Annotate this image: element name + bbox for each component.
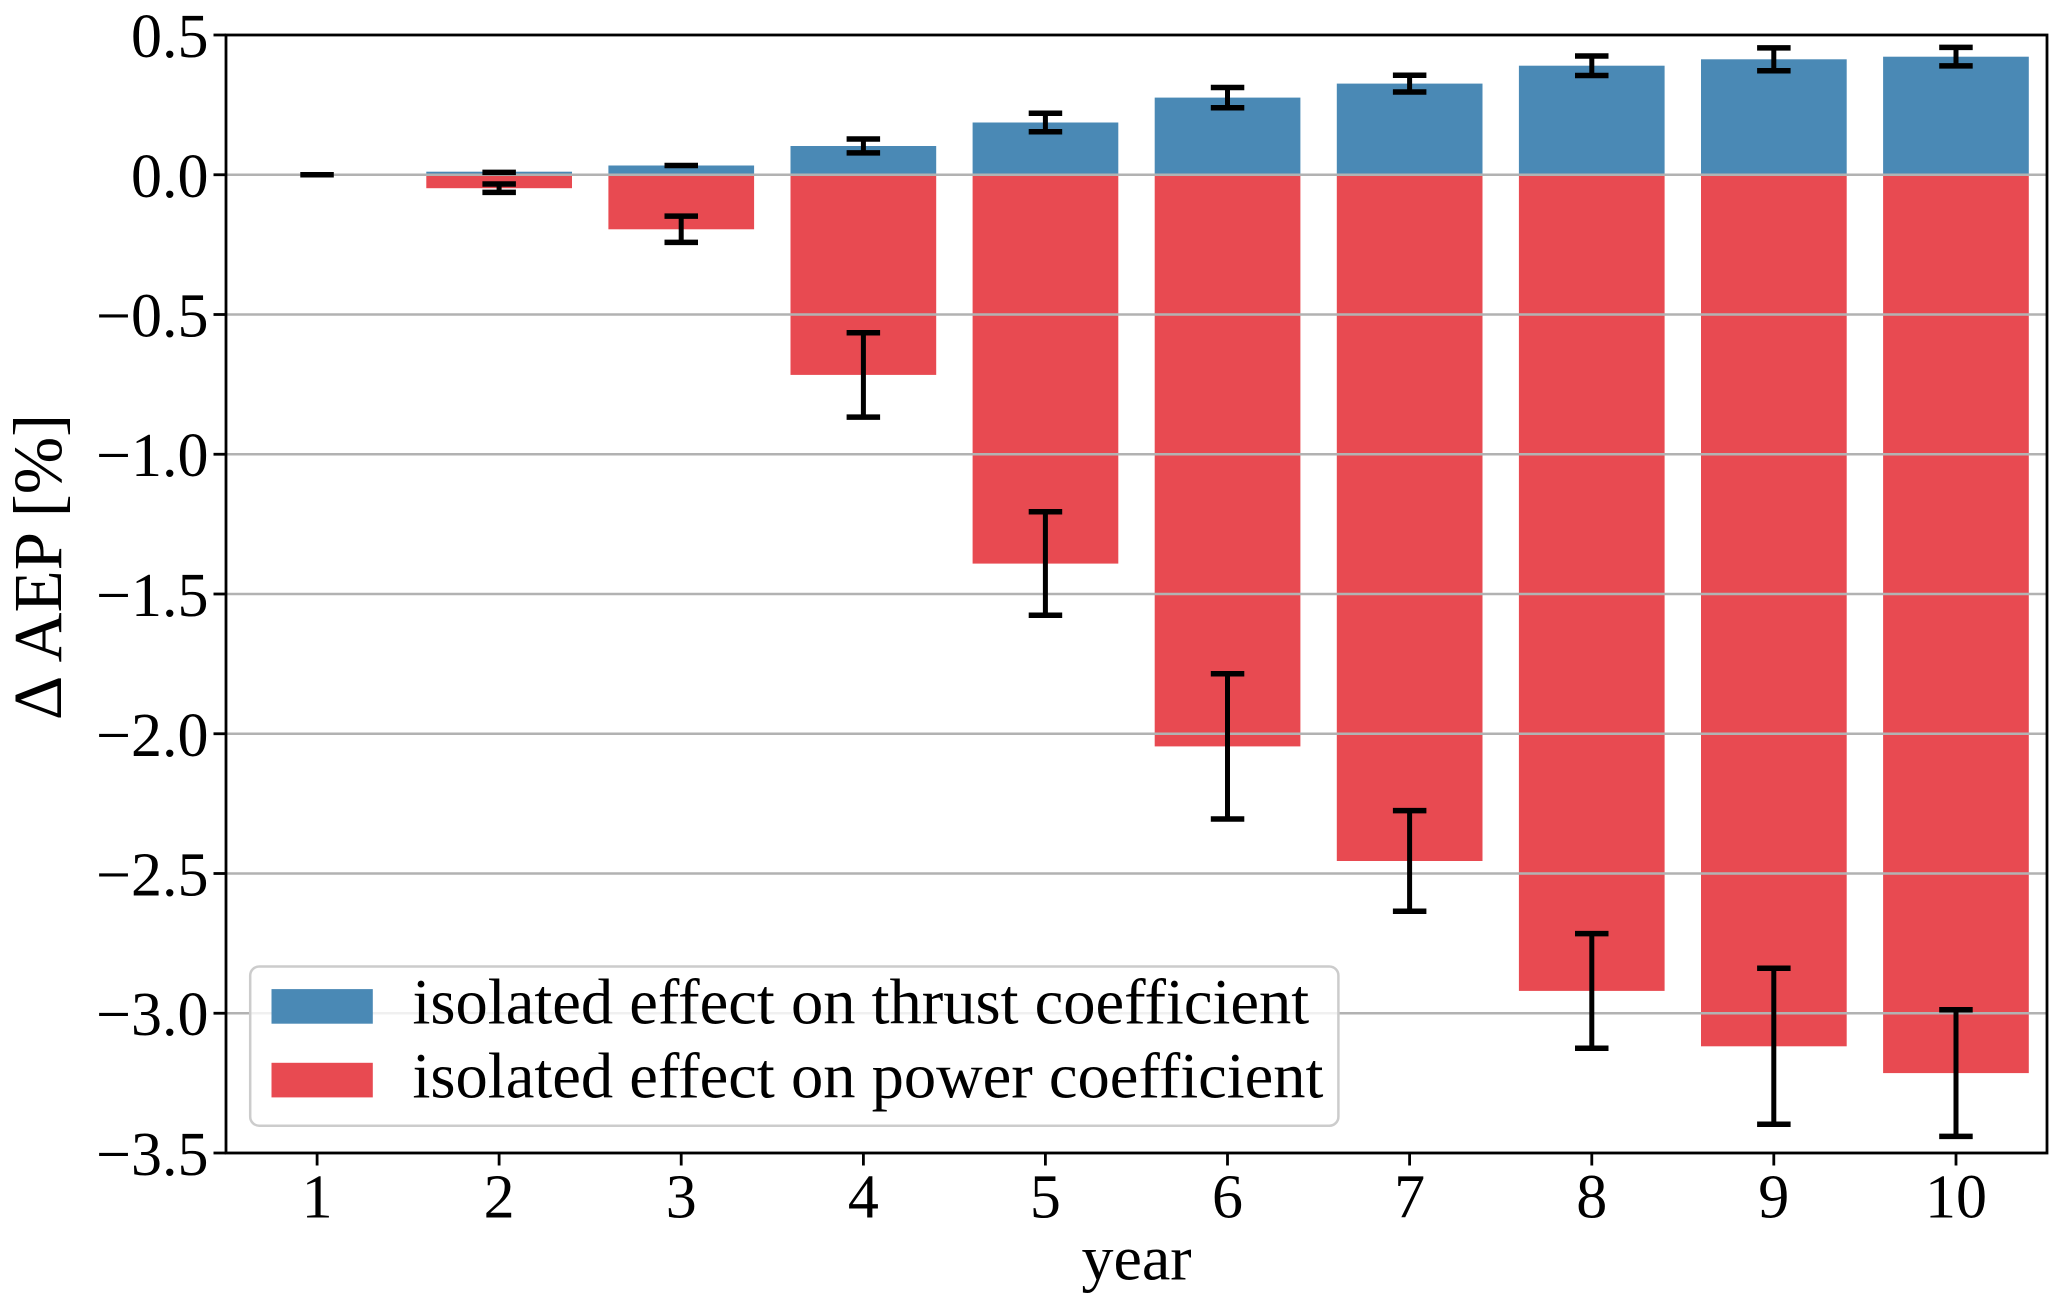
svg-text:5: 5 <box>1030 1164 1061 1232</box>
svg-text:0.5: 0.5 <box>131 3 209 71</box>
svg-text:−1.0: −1.0 <box>96 422 208 490</box>
svg-text:−3.5: −3.5 <box>96 1121 208 1189</box>
svg-text:isolated effect on power coeff: isolated effect on power coefficient <box>413 1040 1324 1111</box>
svg-text:6: 6 <box>1212 1164 1243 1232</box>
svg-text:isolated effect on thrust coef: isolated effect on thrust coefficient <box>413 967 1310 1038</box>
svg-text:0.0: 0.0 <box>131 143 209 211</box>
svg-text:9: 9 <box>1758 1164 1789 1232</box>
svg-text:−2.0: −2.0 <box>96 702 208 770</box>
svg-text:Δ AEP [%]: Δ AEP [%] <box>0 414 76 720</box>
svg-text:year: year <box>1081 1222 1191 1293</box>
svg-text:8: 8 <box>1576 1164 1607 1232</box>
svg-text:4: 4 <box>848 1164 879 1232</box>
svg-text:1: 1 <box>302 1164 333 1232</box>
svg-text:2: 2 <box>484 1164 515 1232</box>
svg-text:−1.5: −1.5 <box>96 562 208 630</box>
svg-text:−0.5: −0.5 <box>96 283 208 351</box>
svg-text:10: 10 <box>1925 1164 1987 1232</box>
svg-text:−2.5: −2.5 <box>96 842 208 910</box>
svg-text:−3.0: −3.0 <box>96 981 208 1049</box>
svg-text:3: 3 <box>666 1164 697 1232</box>
svg-text:7: 7 <box>1394 1164 1425 1232</box>
